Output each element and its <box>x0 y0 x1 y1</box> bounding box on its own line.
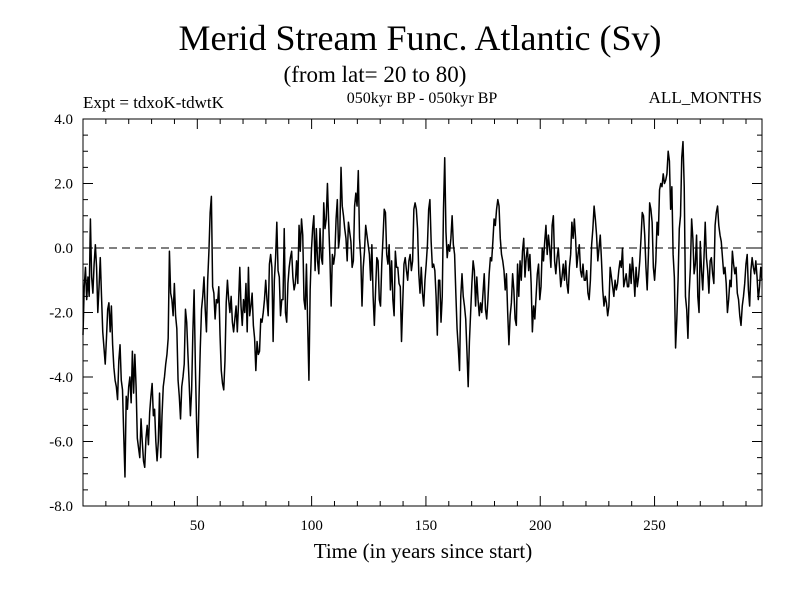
chart-title: Merid Stream Func. Atlantic (Sv) <box>179 18 662 58</box>
x-tick-label: 100 <box>300 518 323 534</box>
experiment-label: Expt = tdxoK-tdwtK <box>83 93 225 112</box>
x-axis-label: Time (in years since start) <box>314 539 533 563</box>
y-tick-label: -6.0 <box>49 435 73 451</box>
x-tick-label: 150 <box>415 518 438 534</box>
y-tick-label: -2.0 <box>49 306 73 322</box>
tick-labels: 50 100 150 200 250 -8.0 -6.0 -4.0 -2.0 0.0 2.0 4.0 <box>49 112 666 534</box>
x-tick-label: 250 <box>643 518 666 534</box>
chart-subtitle: (from lat= 20 to 80) <box>284 62 467 87</box>
y-tick-label: 0.0 <box>54 241 73 257</box>
axis-ticks <box>83 119 762 506</box>
x-tick-label: 50 <box>190 518 205 534</box>
y-tick-label: 2.0 <box>54 177 73 193</box>
period-label: 050kyr BP - 050kyr BP <box>347 90 498 107</box>
y-tick-label: 4.0 <box>54 112 73 128</box>
x-tick-label: 200 <box>529 518 552 534</box>
y-tick-label: -4.0 <box>49 370 73 386</box>
plot-area <box>82 118 763 507</box>
series-line <box>82 140 763 478</box>
months-label: ALL_MONTHS <box>649 88 762 107</box>
y-tick-label: -8.0 <box>49 499 73 515</box>
